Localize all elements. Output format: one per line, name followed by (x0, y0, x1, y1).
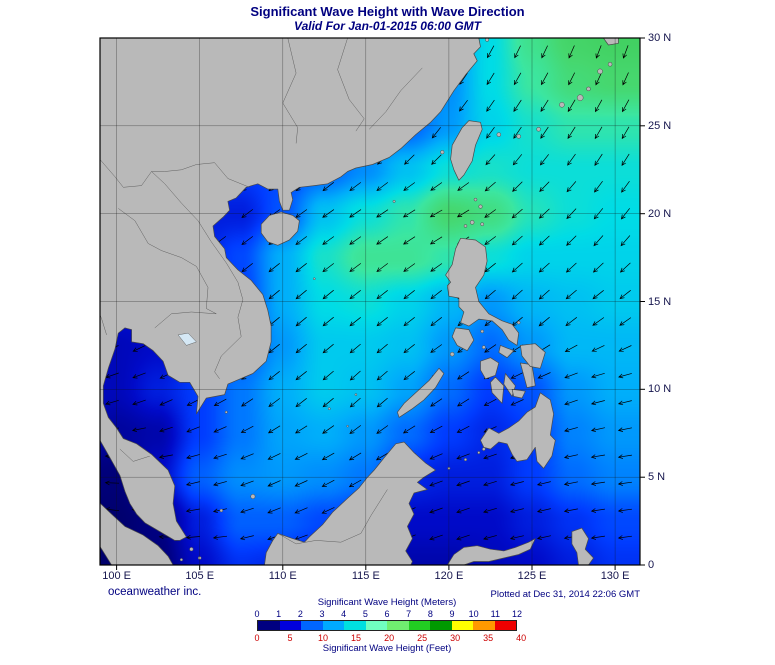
legend-meters-ticks: 0 1 2 3 4 5 6 7 8 9 10 11 12 (254, 609, 522, 619)
chart-subtitle: Valid For Jan-01-2015 06:00 GMT (294, 19, 481, 33)
colorbar-segment (258, 621, 280, 630)
lon-tick-label: 115 E (351, 570, 380, 582)
lon-tick-label: 125 E (517, 570, 547, 582)
lon-tick-label: 100 E (102, 570, 131, 582)
credit-oceanweather: oceanweather inc. (108, 586, 202, 598)
meters-tick-label: 4 (341, 609, 347, 619)
colorbar-segment (322, 621, 344, 630)
lat-tick-label: 30 N (648, 32, 672, 44)
lon-tick-label: 120 E (434, 570, 464, 582)
colorbar-segment (430, 621, 452, 630)
feet-tick-label: 40 (516, 633, 527, 643)
feet-tick-label: 15 (351, 633, 362, 643)
plotted-timestamp: Plotted at Dec 31, 2014 22:06 GMT (490, 589, 640, 600)
colorbar-segment (473, 621, 495, 630)
lon-tick-label: 110 E (268, 570, 297, 582)
meters-tick-label: 10 (468, 609, 479, 619)
meters-tick-label: 0 (254, 609, 260, 619)
lat-tick-label: 5 N (648, 471, 666, 484)
colorbar-segment (387, 621, 409, 630)
feet-tick-label: 25 (417, 633, 428, 643)
colorbar-segment (344, 621, 366, 630)
feet-tick-label: 30 (450, 633, 461, 643)
legend-feet-ticks: 0 5 10 15 20 25 30 35 40 (254, 633, 526, 643)
legend-meters-title: Significant Wave Height (Meters) (317, 597, 457, 608)
lon-tick-label: 130 E (600, 570, 630, 582)
meters-tick-label: 1 (276, 609, 282, 619)
wave-height-field-canvas (100, 38, 640, 565)
meters-tick-label: 5 (362, 609, 368, 619)
legend-colorbar (257, 620, 517, 631)
feet-tick-label: 20 (384, 633, 395, 643)
legend-feet-title: Significant Wave Height (Feet) (322, 643, 452, 654)
lat-tick-label: 10 N (648, 383, 672, 396)
feet-tick-label: 0 (254, 633, 260, 643)
meters-tick-label: 3 (319, 609, 325, 619)
longitude-axis: 100 E 105 E 110 E 115 E 120 E 125 E 130 E (0, 570, 775, 584)
colorbar-segment (301, 621, 323, 630)
feet-tick-label: 10 (318, 633, 329, 643)
lat-tick-label: 15 N (648, 295, 672, 308)
colorbar-segment (494, 621, 516, 630)
feet-tick-label: 5 (287, 633, 293, 643)
meters-tick-label: 2 (297, 609, 303, 619)
feet-tick-label: 35 (483, 633, 494, 643)
colorbar-segment (365, 621, 387, 630)
meters-tick-label: 6 (384, 609, 390, 619)
colorbar-segment (451, 621, 473, 630)
colorbar-segment (279, 621, 301, 630)
chart-title: Significant Wave Height with Wave Direct… (250, 4, 525, 19)
meters-tick-label: 8 (427, 609, 433, 619)
colorbar-segment (408, 621, 430, 630)
lat-tick-label: 20 N (648, 207, 672, 220)
lat-tick-label: 25 N (648, 119, 672, 132)
lon-tick-label: 105 E (185, 570, 215, 582)
meters-tick-label: 9 (449, 609, 455, 619)
meters-tick-label: 11 (490, 609, 500, 619)
meters-tick-label: 12 (511, 609, 523, 619)
meters-tick-label: 7 (406, 609, 412, 619)
